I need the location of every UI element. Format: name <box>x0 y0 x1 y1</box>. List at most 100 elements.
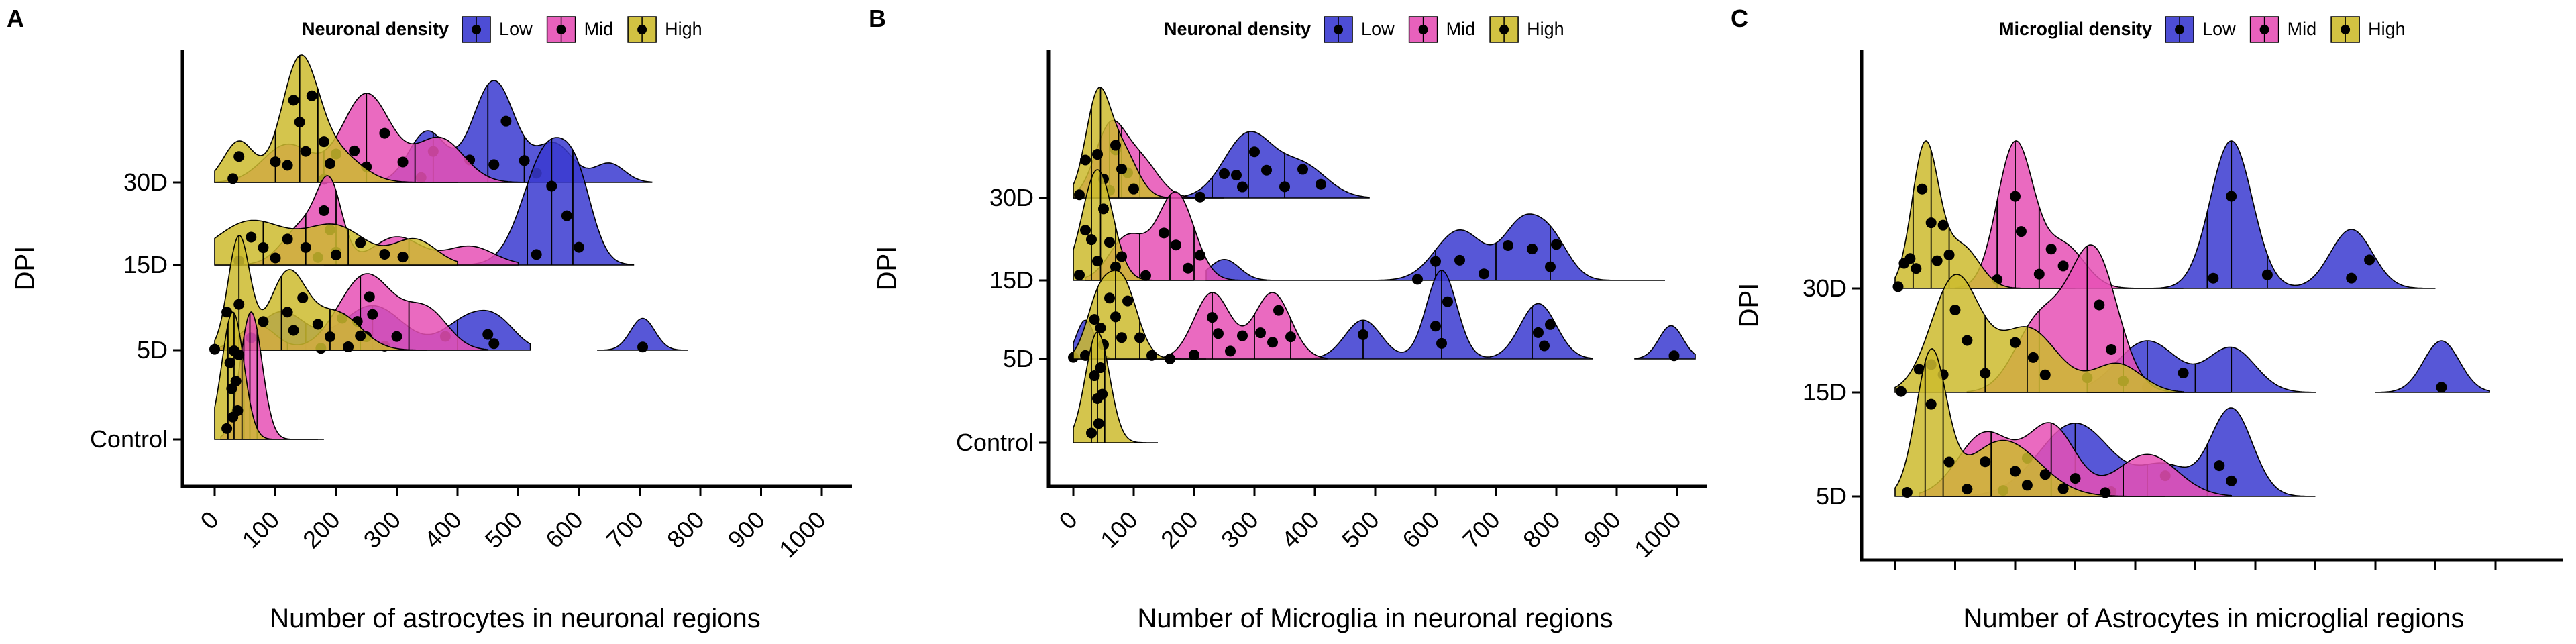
ridge-5d-mid-point <box>1285 331 1296 343</box>
ridge-5d-high-point <box>1980 456 1991 468</box>
ridge-15d-mid-point <box>1183 262 1193 274</box>
ridge-5d-high <box>1073 270 1206 364</box>
ridge-5d-high-point <box>282 307 293 318</box>
ridge-15d-high-point <box>2010 337 2021 348</box>
y-tick-label: Control <box>956 429 1034 456</box>
x-tick-label: 500 <box>480 506 527 553</box>
ridge-30d-high-point <box>1092 149 1103 160</box>
ridge-15d-low-point <box>1551 239 1562 250</box>
ridge-5d-low-point <box>488 338 500 350</box>
x-tick-label: 200 <box>1155 506 1203 553</box>
legend-key-dot <box>556 25 566 34</box>
ridge-30d-low-point <box>1249 146 1260 158</box>
ridge-5d-mid-point <box>391 331 402 342</box>
ridge-30d-low-density <box>2123 140 2436 289</box>
ridge-15d-high-density <box>1073 169 1194 281</box>
ridge-control-high-point <box>1093 418 1104 429</box>
ridge-5d-high-point <box>1104 292 1115 304</box>
ridge-30d-high-point <box>233 151 245 162</box>
ridge-30d-low-point <box>2208 272 2219 284</box>
ridge-30d-low-point <box>2226 191 2237 202</box>
legend-label-high: High <box>665 19 702 39</box>
y-tick-label: 15D <box>989 266 1034 294</box>
legend-label-high: High <box>2368 19 2406 39</box>
ridge-15d-low-point <box>1527 244 1538 255</box>
ridge-15d-high-point <box>355 237 366 248</box>
ridge-5d-mid <box>1104 292 1328 361</box>
x-tick-label: 800 <box>1517 506 1565 553</box>
legend: Microglial density Low Mid High <box>1999 16 2406 43</box>
ridge-5d-mid-point <box>367 309 378 320</box>
ridge-5d-low-outlier-point <box>1668 350 1680 362</box>
x-tick-label: 600 <box>540 506 588 553</box>
x-tick-label: 100 <box>237 506 284 553</box>
ridge-5d-high-point <box>1095 322 1106 333</box>
legend-title: Neuronal density <box>302 19 449 39</box>
y-axis-title: DPI <box>11 246 40 291</box>
ridge-15d-low-point <box>546 180 557 192</box>
ridge-30d-low-point <box>488 159 500 170</box>
x-tick-label: 300 <box>1216 506 1263 553</box>
ridge-control-high-point <box>233 349 245 360</box>
ridge-30d-high-point <box>1080 154 1091 166</box>
ridge-15d-high-point <box>379 249 390 260</box>
ridge-30d-low-point <box>1316 178 1326 190</box>
legend: Neuronal density Low Mid High <box>302 16 702 43</box>
ridge-15d-high-point <box>246 231 257 243</box>
ridge-15d-mid-point <box>2094 299 2105 311</box>
ridge-30d-high-point <box>1925 217 1937 229</box>
ridge-15d-high-point <box>300 241 311 253</box>
legend-key-dot <box>2175 25 2185 34</box>
legend-label-high: High <box>1527 19 1564 39</box>
ridge-15d-high-point <box>1104 237 1115 248</box>
ridge-30d-high-point <box>270 156 281 168</box>
ridge-5d-low-point <box>2226 475 2237 486</box>
ridge-15d-high-point <box>1092 256 1103 267</box>
ridge-30d-mid-point <box>2015 226 2027 237</box>
ridge-15d-low-point <box>561 210 572 221</box>
ridge-5d-low-outlier-density <box>597 317 688 351</box>
ridge-5d-high-point <box>1901 486 1913 498</box>
ridge-30d-low <box>2123 140 2436 289</box>
ridge-30d-high-point <box>324 158 335 170</box>
y-axis-title: DPI <box>1735 283 1764 328</box>
ridge-30d-low-point <box>500 115 512 127</box>
ridge-5d-mid-point <box>1189 350 1199 361</box>
ridge-30d-high-point <box>227 173 239 184</box>
ridge-15d-low-point <box>1454 254 1465 266</box>
ridge-5d-high-point <box>1165 353 1175 364</box>
y-tick-label: 30D <box>989 184 1034 211</box>
legend: Neuronal density Low Mid High <box>1164 16 1564 43</box>
panel-letter: B <box>869 5 886 32</box>
ridge-control-high-point <box>224 357 235 368</box>
x-tick-label: 200 <box>297 506 345 553</box>
ridge-5d-high-point <box>1110 311 1121 323</box>
ridge-control-high-point <box>1089 370 1100 382</box>
ridge-15d-high-point <box>397 252 409 263</box>
ridge-15d-low <box>1205 213 1665 285</box>
x-tick-label: 700 <box>1457 506 1505 553</box>
ridge-5d-low-point <box>1545 319 1556 330</box>
ridge-30d-low-point <box>2261 269 2273 280</box>
ridge-5d-high-point <box>297 292 309 303</box>
ridge-5d-low-point <box>1358 329 1368 340</box>
ridge-5d-low-point <box>2214 460 2225 472</box>
ridge-control-high-density <box>1073 331 1158 443</box>
ridge-30d-high-point <box>1937 219 1949 231</box>
legend-label-low: Low <box>499 19 533 39</box>
ridge-5d-mid-point <box>364 291 375 303</box>
panel-a: A Neuronal density Low Mid High Control 5D 15D 3… <box>7 5 852 633</box>
ridge-15d-high-point <box>1110 261 1121 272</box>
y-tick-label: 30D <box>1803 274 1847 302</box>
ridge-15d-high <box>1073 169 1194 281</box>
ridge-30d-mid-point <box>2057 260 2069 272</box>
ridge-30d-mid-point <box>2010 191 2021 202</box>
ridge-30d-high-point <box>1116 163 1127 174</box>
ridge-5d-mid-point <box>2070 473 2081 484</box>
legend-label-low: Low <box>2202 19 2236 39</box>
ridge-5d-high-point <box>1925 398 1937 410</box>
ridge-5d-high-point <box>312 319 323 330</box>
y-axis-title: DPI <box>873 246 902 291</box>
panel-c: C Microglial density Low Mid High 5D 15D 30D Num… <box>1731 5 2563 633</box>
